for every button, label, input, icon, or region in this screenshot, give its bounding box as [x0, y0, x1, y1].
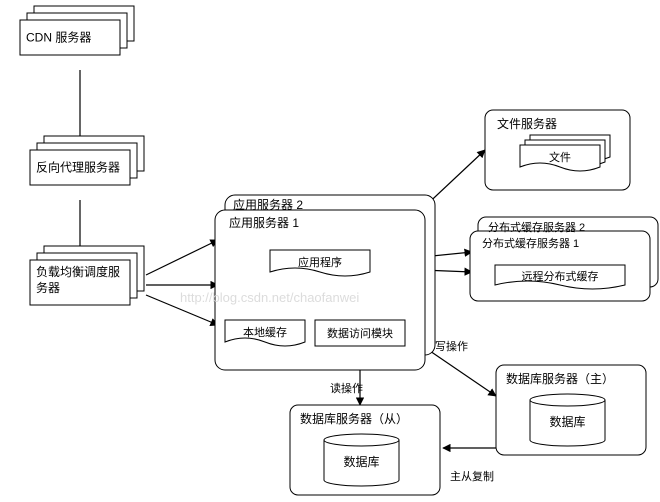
svg-text:分布式缓存服务器 1: 分布式缓存服务器 1	[482, 236, 579, 250]
svg-text:应用服务器 1: 应用服务器 1	[229, 215, 299, 230]
svg-text:CDN 服务器: CDN 服务器	[26, 30, 91, 45]
svg-text:反向代理服务器: 反向代理服务器	[36, 160, 120, 175]
svg-text:主从复制: 主从复制	[450, 469, 494, 483]
svg-text:读操作: 读操作	[330, 381, 363, 395]
svg-text:文件: 文件	[549, 150, 571, 164]
svg-text:文件服务器: 文件服务器	[497, 116, 557, 131]
svg-text:务器: 务器	[36, 280, 60, 295]
svg-text:数据库: 数据库	[549, 414, 585, 429]
svg-text:数据库: 数据库	[343, 454, 379, 469]
edge-lb-appsrv_3	[146, 295, 218, 325]
svg-text:写操作: 写操作	[435, 339, 468, 353]
svg-text:本地缓存: 本地缓存	[243, 325, 287, 339]
svg-text:应用服务器 2: 应用服务器 2	[233, 197, 303, 212]
edge-lb-appsrv_1	[146, 240, 218, 275]
svg-text:负载均衡调度服: 负载均衡调度服	[36, 264, 120, 279]
svg-text:数据访问模块: 数据访问模块	[327, 326, 393, 340]
diagram-canvas: 写操作读操作主从复制 CDN 服务器反向代理服务器负载均衡调度服务器 应用服务器 …	[0, 0, 660, 502]
svg-text:远程分布式缓存: 远程分布式缓存	[522, 269, 599, 283]
svg-text:分布式缓存服务器 2: 分布式缓存服务器 2	[488, 220, 585, 234]
svg-text:数据库服务器（主）: 数据库服务器（主）	[506, 371, 614, 386]
svg-text:数据库服务器（从）: 数据库服务器（从）	[300, 411, 408, 426]
svg-text:应用程序: 应用程序	[298, 255, 342, 269]
